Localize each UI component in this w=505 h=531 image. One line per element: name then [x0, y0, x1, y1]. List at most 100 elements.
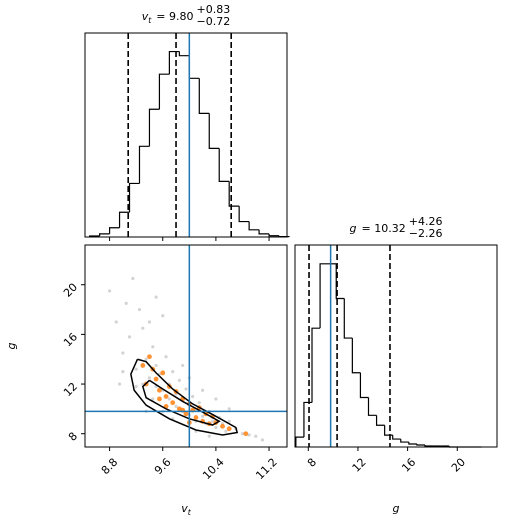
- scatter-point: [171, 370, 175, 374]
- title-lower: −0.72: [197, 15, 231, 28]
- title-main: vt = 9.80: [142, 10, 194, 25]
- symbol: v: [142, 10, 149, 23]
- scatter-point: [141, 326, 145, 330]
- plot-area: [107, 276, 265, 442]
- scatter-point: [157, 387, 162, 393]
- scatter-point: [157, 396, 162, 402]
- axes-frame: [84, 32, 288, 238]
- scatter-point: [227, 407, 231, 411]
- histogram-step: [148, 108, 160, 147]
- symbol: g: [350, 222, 357, 235]
- scatter-point: [240, 432, 245, 436]
- scatter-point: [121, 351, 125, 355]
- x-tick-label: 20: [449, 456, 468, 475]
- title-main: g = 10.32: [350, 222, 406, 235]
- histogram-step: [218, 148, 230, 182]
- scatter-point: [184, 387, 188, 391]
- axes-frame: [294, 244, 498, 448]
- title-upper: +4.26: [409, 215, 443, 228]
- contour: [141, 379, 221, 426]
- y-tick-label: 16: [61, 330, 80, 349]
- scatter-point: [147, 376, 152, 380]
- panel-title: g = 10.32+4.26−2.26: [350, 215, 443, 240]
- histogram-step: [343, 298, 353, 339]
- scatter-point: [107, 289, 112, 293]
- histogram-step: [319, 263, 329, 329]
- scatter-point: [164, 355, 168, 359]
- scatter-point: [254, 434, 258, 438]
- scatter-point: [161, 314, 165, 318]
- x-axis-label: vt: [181, 502, 192, 517]
- x-tick-label: 8: [305, 456, 319, 470]
- histogram-step: [367, 397, 377, 416]
- scatter-point: [151, 345, 155, 349]
- scatter-point: [114, 320, 118, 324]
- scatter-point: [243, 431, 249, 437]
- histogram-step: [408, 442, 417, 445]
- contour: [130, 358, 239, 436]
- scatter-point: [121, 370, 125, 374]
- subscript: t: [148, 16, 152, 25]
- scatter-point: [181, 363, 185, 368]
- histogram-step: [375, 415, 385, 426]
- x-tick-label: 12: [350, 456, 369, 475]
- scatter-point: [154, 295, 158, 299]
- scatter-point: [147, 354, 152, 360]
- scatter-point: [154, 363, 158, 368]
- scatter-point: [214, 425, 218, 430]
- scatter-point: [153, 376, 159, 382]
- scatter-point: [127, 335, 132, 339]
- scatter-point: [131, 276, 135, 281]
- histogram-step: [335, 263, 345, 300]
- scatter-point: [144, 357, 148, 361]
- scatter-point: [137, 307, 142, 312]
- histogram-step: [351, 338, 361, 374]
- scatter-point: [147, 320, 152, 324]
- scatter-point: [227, 419, 231, 423]
- y-tick-label: 20: [61, 281, 80, 300]
- y-axis-label: g: [5, 342, 18, 349]
- scatter-point: [220, 423, 225, 429]
- histogram-step: [384, 425, 393, 436]
- x-tick-label: 10.4: [200, 456, 227, 483]
- scatter-point: [174, 404, 178, 409]
- title-lower: −2.26: [409, 227, 443, 240]
- histogram-step: [258, 229, 270, 235]
- scatter-point: [193, 415, 199, 420]
- scatter-point: [210, 419, 215, 423]
- title-upper: +0.83: [197, 3, 231, 16]
- histogram-step: [228, 181, 240, 207]
- histogram-step: [99, 233, 110, 236]
- scatter-point: [134, 384, 138, 389]
- y-tick-label: 8: [66, 430, 80, 444]
- histogram-step: [168, 50, 180, 75]
- title-value: = 10.32: [362, 222, 406, 235]
- scatter-point: [160, 370, 166, 376]
- scatter-point: [183, 411, 189, 417]
- title-value: = 9.80: [156, 10, 193, 23]
- x-tick-label: 16: [399, 456, 418, 475]
- histogram-step: [138, 145, 150, 184]
- scatter-point: [197, 401, 201, 405]
- scatter-point: [117, 382, 122, 386]
- histogram-step: [248, 221, 260, 231]
- scatter-point: [260, 438, 265, 442]
- histogram-step: [400, 439, 409, 443]
- histogram-step: [311, 327, 321, 403]
- scatter-point: [226, 426, 232, 432]
- scatter-point: [177, 378, 181, 382]
- histogram-step: [178, 51, 190, 57]
- scatter-point: [201, 414, 205, 418]
- x-tick-label: 8.8: [99, 456, 121, 478]
- scatter-point: [201, 388, 205, 392]
- scatter-point: [247, 433, 251, 437]
- panel-title: vt = 9.80 +0.83−0.72: [142, 3, 230, 28]
- scatter-point: [151, 397, 155, 401]
- histogram-step: [303, 401, 313, 438]
- scatter-point: [224, 429, 228, 433]
- histogram-step: [295, 436, 304, 447]
- histogram-step: [268, 233, 280, 237]
- scatter-point: [167, 397, 171, 401]
- histogram-step: [108, 227, 120, 234]
- histogram-step: [416, 444, 425, 446]
